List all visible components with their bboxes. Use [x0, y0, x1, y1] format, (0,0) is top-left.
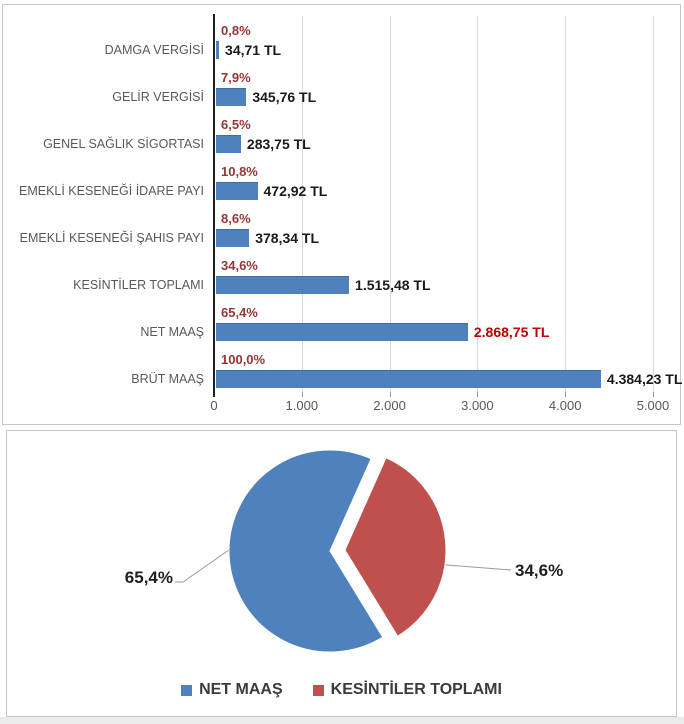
bar [216, 88, 247, 106]
bar-value-label: 345,76 TL [252, 89, 317, 105]
bar-percent-label: 6,5% [221, 117, 251, 132]
x-gridline [301, 16, 303, 392]
pie-percent-label-net-maas: 65,4% [124, 568, 173, 587]
bar [216, 323, 468, 341]
pie-chart-panel: 65,4% 34,6% NET MAAŞ KESİNTİLER TOPLAMI [6, 430, 677, 717]
page-bottom-strip [0, 717, 684, 724]
pie-percent-label-kesintiler-toplami: 34,6% [515, 561, 564, 580]
category-label: EMEKLİ KESENEĞİ ŞAHIS PAYI [19, 231, 204, 245]
legend-label-net-maas: NET MAAŞ [199, 681, 283, 698]
x-gridline [477, 16, 479, 392]
bar [216, 276, 350, 294]
x-axis-tick [389, 392, 391, 397]
value-axis-line [213, 14, 215, 397]
legend-label-kesintiler-toplami: KESİNTİLER TOPLAMI [330, 681, 502, 698]
bar-value-label: 378,34 TL [255, 230, 320, 246]
x-axis-tick [565, 392, 567, 397]
bar [216, 41, 220, 59]
pie-chart [175, 449, 512, 653]
bar-percent-label: 100,0% [221, 352, 266, 367]
x-axis-tick [653, 392, 654, 397]
legend-item-net-maas: NET MAAŞ [181, 681, 283, 699]
leader-line-kesintiler-toplami [433, 563, 512, 571]
x-gridline [565, 16, 567, 392]
bar-percent-label: 8,6% [221, 211, 251, 226]
bar-percent-label: 10,8% [221, 164, 258, 179]
bar-percent-label: 65,4% [221, 305, 258, 320]
pie-slice-kesintiler-toplami [344, 457, 447, 637]
x-axis-tick-label: 3.000 [461, 398, 494, 413]
bar-value-label: 472,92 TL [263, 183, 328, 199]
bar-percent-label: 7,9% [221, 70, 251, 85]
bar [216, 182, 258, 200]
bar-percent-label: 34,6% [221, 258, 258, 273]
bar-value-label: 34,71 TL [225, 42, 282, 58]
bar [216, 229, 250, 247]
pie-legend: NET MAAŞ KESİNTİLER TOPLAMI [7, 681, 676, 699]
category-label: BRÜT MAAŞ [131, 372, 204, 386]
bar-value-label: 4.384,23 TL [606, 371, 683, 387]
category-label: DAMGA VERGİSİ [104, 43, 204, 57]
bar-value-label: 2.868,75 TL [473, 324, 550, 340]
bar [216, 135, 241, 153]
x-axis-tick-label: 5.000 [636, 398, 670, 413]
x-axis-tick-label: 1.000 [285, 398, 319, 413]
category-label: KESİNTİLER TOPLAMI [73, 278, 204, 292]
legend-swatch-kesintiler-toplami-icon [312, 684, 324, 696]
x-gridline [389, 16, 391, 392]
category-label: GENEL SAĞLIK SİGORTASI [43, 137, 204, 151]
category-label: EMEKLİ KESENEĞİ İDARE PAYI [18, 184, 204, 198]
bar-value-label: 1.515,48 TL [355, 277, 431, 293]
x-gridline [653, 16, 654, 392]
bar [216, 370, 601, 388]
category-label: NET MAAŞ [140, 325, 204, 339]
x-axis-tick [477, 392, 479, 397]
category-label: GELİR VERGİSİ [112, 90, 204, 104]
x-axis-tick [301, 392, 303, 397]
bar-chart-panel: 0 1.000 2.000 3.000 4.000 5.000 DAMGA VERGİSİ 0… [2, 4, 683, 425]
pie-slice-net-maas [228, 449, 384, 653]
bar-percent-label: 0,8% [221, 23, 251, 38]
x-axis-tick-label: 4.000 [548, 398, 582, 413]
leader-line-net-maas [175, 544, 237, 583]
x-axis-tick-label: 0 [210, 398, 218, 413]
bar-value-label: 283,75 TL [246, 136, 311, 152]
legend-swatch-net-maas-icon [181, 684, 193, 696]
legend-item-kesintiler-toplami: KESİNTİLER TOPLAMI [312, 681, 502, 699]
x-axis-tick-label: 2.000 [373, 398, 406, 413]
